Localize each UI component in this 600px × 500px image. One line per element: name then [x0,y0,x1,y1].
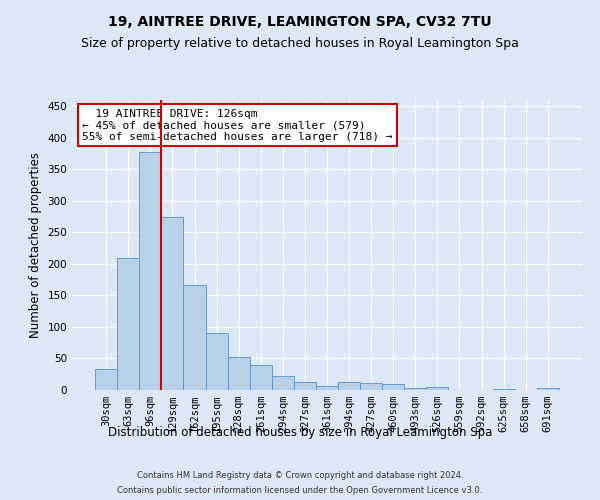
Bar [227,356,250,390]
Text: 19, AINTREE DRIVE, LEAMINGTON SPA, CV32 7TU: 19, AINTREE DRIVE, LEAMINGTON SPA, CV32 … [108,15,492,29]
Bar [537,388,559,390]
Bar [161,216,184,390]
Bar [206,334,227,390]
Bar [250,366,272,390]
Bar [338,382,360,390]
Y-axis label: Number of detached properties: Number of detached properties [29,152,42,338]
Bar [493,388,515,390]
Bar [184,284,206,390]
Text: Contains public sector information licensed under the Open Government Licence v3: Contains public sector information licen… [118,486,482,495]
Bar [272,376,294,390]
Text: Size of property relative to detached houses in Royal Leamington Spa: Size of property relative to detached ho… [81,38,519,51]
Text: 19 AINTREE DRIVE: 126sqm
← 45% of detached houses are smaller (579)
55% of semi-: 19 AINTREE DRIVE: 126sqm ← 45% of detach… [82,108,392,142]
Bar [139,152,161,390]
Bar [294,382,316,390]
Bar [95,369,117,390]
Bar [382,384,404,390]
Bar [360,383,382,390]
Text: Distribution of detached houses by size in Royal Leamington Spa: Distribution of detached houses by size … [108,426,492,439]
Bar [117,258,139,390]
Bar [427,387,448,390]
Bar [404,388,427,390]
Text: Contains HM Land Registry data © Crown copyright and database right 2024.: Contains HM Land Registry data © Crown c… [137,471,463,480]
Bar [316,386,338,390]
